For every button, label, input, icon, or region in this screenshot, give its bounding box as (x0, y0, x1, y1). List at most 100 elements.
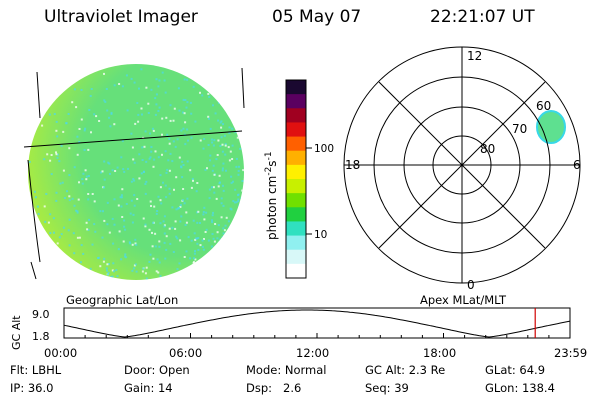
speckle (136, 198, 139, 200)
speckle (145, 86, 148, 89)
speckle (197, 248, 200, 251)
speckle (189, 257, 192, 260)
speckle (193, 252, 196, 255)
speckle (58, 236, 61, 239)
speckle (222, 123, 224, 126)
speckle (179, 204, 182, 207)
speckle (113, 223, 116, 226)
speckle (164, 91, 167, 94)
speckle (106, 269, 108, 272)
speckle (120, 194, 123, 197)
speckle (217, 224, 220, 227)
speckle (196, 211, 199, 214)
speckle (75, 209, 78, 212)
speckle (211, 214, 214, 217)
speckle (131, 269, 134, 272)
speckle (148, 228, 151, 231)
speckle (228, 132, 231, 134)
speckle (87, 193, 90, 195)
colorbar-segment (286, 235, 306, 251)
speckle (56, 156, 59, 159)
speckle (190, 112, 193, 115)
speckle (193, 261, 195, 264)
speckle (168, 142, 171, 145)
speckle (182, 199, 184, 202)
speckle (82, 252, 85, 255)
speckle (237, 193, 240, 196)
speckle (174, 220, 177, 223)
speckle (111, 269, 114, 272)
speckle (97, 257, 99, 259)
speckle (156, 210, 159, 212)
speckle (185, 211, 188, 214)
speckle (80, 118, 83, 121)
speckle (138, 153, 141, 156)
speckle (217, 119, 220, 122)
speckle (151, 127, 154, 130)
speckle (161, 133, 163, 136)
colorbar-segment (286, 249, 306, 265)
speckle (55, 191, 58, 194)
speckle (142, 217, 145, 220)
speckle (193, 257, 195, 260)
speckle (171, 206, 174, 209)
speckle (212, 237, 215, 240)
timeline-ytick-bottom: 1.8 (32, 330, 50, 343)
speckle (153, 205, 156, 208)
speckle (120, 258, 123, 261)
speckle (175, 176, 178, 179)
speckle (178, 270, 181, 273)
speckle (137, 113, 140, 116)
colorbar-segment (286, 221, 306, 237)
speckle (83, 129, 86, 132)
speckle (241, 189, 244, 192)
speckle (182, 188, 185, 190)
speckle (116, 166, 119, 169)
speckle (150, 150, 153, 153)
speckle (178, 156, 181, 159)
speckle (45, 193, 48, 195)
speckle (113, 198, 116, 201)
speckle (126, 109, 129, 112)
speckle (203, 238, 205, 240)
speckle (101, 170, 104, 173)
speckle (159, 222, 162, 225)
speckle-layer (28, 68, 244, 280)
speckle (191, 177, 194, 180)
speckle (186, 128, 189, 131)
speckle (163, 225, 166, 228)
speckle (176, 268, 179, 271)
speckle (143, 170, 145, 173)
lat-line (23, 130, 243, 148)
speckle (133, 81, 136, 84)
speckle (237, 173, 240, 176)
speckle (157, 85, 160, 88)
speckle (185, 250, 188, 253)
colorbar-label-100: 100 (314, 143, 334, 155)
colorbar-segment (286, 193, 306, 208)
speckle (68, 244, 71, 247)
speckle (56, 135, 59, 138)
speckle (93, 113, 96, 116)
speckle (186, 197, 189, 200)
info-gc-alt: GC Alt: 2.3 Re (365, 363, 446, 377)
speckle (49, 159, 52, 162)
speckle (219, 238, 222, 241)
speckle (232, 200, 235, 203)
speckle (86, 228, 89, 231)
speckle (206, 167, 208, 170)
speckle (41, 124, 44, 127)
speckle (196, 242, 199, 245)
speckle (192, 85, 195, 88)
speckle (211, 186, 213, 189)
speckle (190, 136, 193, 139)
speckle (55, 199, 58, 202)
speckle (213, 240, 216, 243)
speckle (219, 121, 222, 124)
speckle (143, 145, 146, 148)
speckle (153, 158, 156, 161)
speckle (202, 248, 205, 251)
speckle (195, 190, 198, 193)
info-mode: Mode: Normal (246, 363, 327, 377)
speckle (209, 159, 211, 162)
